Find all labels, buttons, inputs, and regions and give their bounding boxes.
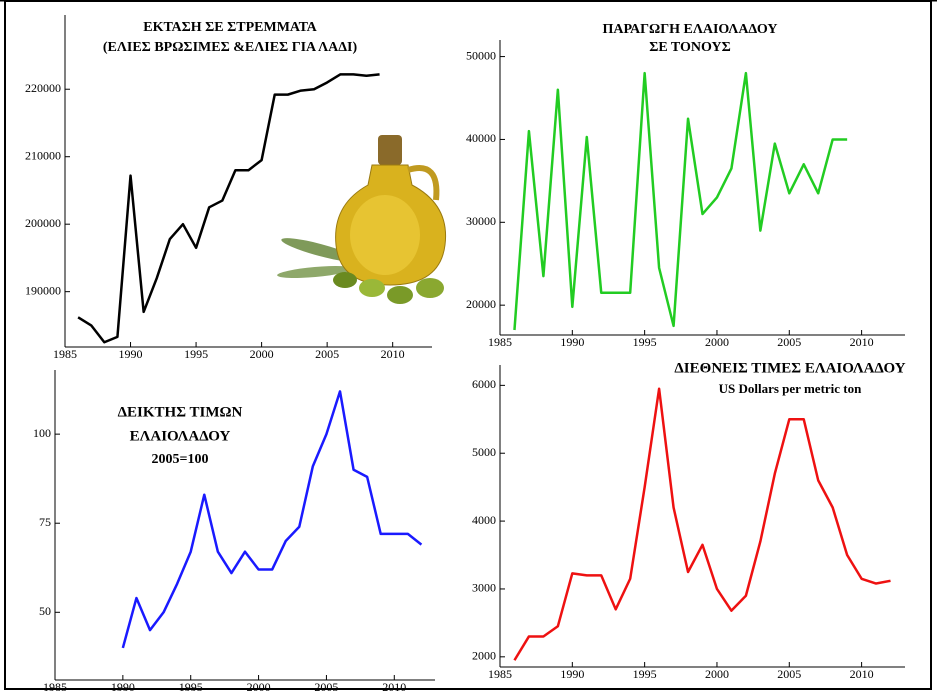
x-tick-label: 2000 [705,335,729,349]
leaf [277,266,353,278]
chart-title: ΔΙΕΘΝΕΙΣ ΤΙΜΕΣ ΕΛΑΙΟΛΑΔΟΥ [674,360,905,376]
y-tick-label: 3000 [472,581,496,595]
x-tick-label: 1990 [560,335,584,349]
data-line [121,390,423,649]
x-tick-label: 1995 [633,335,657,349]
x-tick-label: 2005 [777,335,801,349]
data-line [513,387,891,661]
y-tick-label: 220000 [25,81,61,95]
x-tick-label: 1990 [560,667,584,681]
y-tick-label: 2000 [472,649,496,663]
y-tick-label: 6000 [472,377,496,391]
x-tick-label: 1985 [488,335,512,349]
x-tick-label: 2010 [850,667,874,681]
y-tick-label: 190000 [25,283,61,297]
olive [416,278,444,298]
y-tick-label: 4000 [472,513,496,527]
y-tick-label: 75 [39,515,51,529]
x-tick-label: 2000 [250,347,274,361]
x-tick-label: 2000 [705,667,729,681]
olive [359,279,385,297]
x-tick-label: 2005 [777,667,801,681]
y-tick-label: 50 [39,604,51,618]
x-tick-label: 1995 [633,667,657,681]
data-line [77,73,380,344]
y-tick-label: 50000 [466,48,496,62]
y-tick-label: 20000 [466,297,496,311]
y-tick-label: 210000 [25,148,61,162]
x-tick-label: 1995 [179,680,203,691]
x-tick-label: 2005 [314,680,338,691]
chart-title: ΣΕ ΤΟΝΟΥΣ [649,40,731,55]
chart-title: ΠΑΡΑΓΩΓΗ ΕΛΑΙΟΛΑΔΟΥ [602,22,777,37]
chart-title: 2005=100 [152,452,209,467]
x-tick-label: 1985 [53,347,77,361]
y-tick-label: 100 [33,426,51,440]
frame [4,0,932,690]
x-tick-label: 1985 [43,680,67,691]
y-tick-label: 5000 [472,445,496,459]
x-tick-label: 2010 [381,347,405,361]
x-tick-label: 1995 [184,347,208,361]
cork [378,135,402,165]
chart-title: ΕΚΤΑΣΗ ΣΕ ΣΤΡΕΜΜΑΤΑ [143,20,317,35]
data-line [513,71,848,331]
y-tick-label: 30000 [466,214,496,228]
chart-title: ΕΛΑΙΟΛΑΔΟΥ [130,428,231,444]
x-tick-label: 2000 [247,680,271,691]
jar-shine [350,195,420,275]
x-tick-label: 1985 [488,667,512,681]
x-tick-label: 2005 [315,347,339,361]
x-tick-label: 2010 [850,335,874,349]
y-tick-label: 200000 [25,216,61,230]
olive [333,272,357,288]
chart-title: ΔΕΙΚΤΗΣ ΤΙΜΩΝ [118,404,243,420]
y-tick-label: 40000 [466,131,496,145]
handle [407,165,440,201]
x-tick-label: 1990 [119,347,143,361]
chart-title: (ΕΛΙΕΣ ΒΡΩΣΙΜΕΣ &ΕΛΙΕΣ ΓΙΑ ΛΑΔΙ) [103,40,358,55]
x-tick-label: 2010 [382,680,406,691]
olive-oil-image [277,135,447,304]
x-tick-label: 1990 [111,680,135,691]
olive [387,286,413,304]
chart-title: US Dollars per metric ton [719,381,863,396]
